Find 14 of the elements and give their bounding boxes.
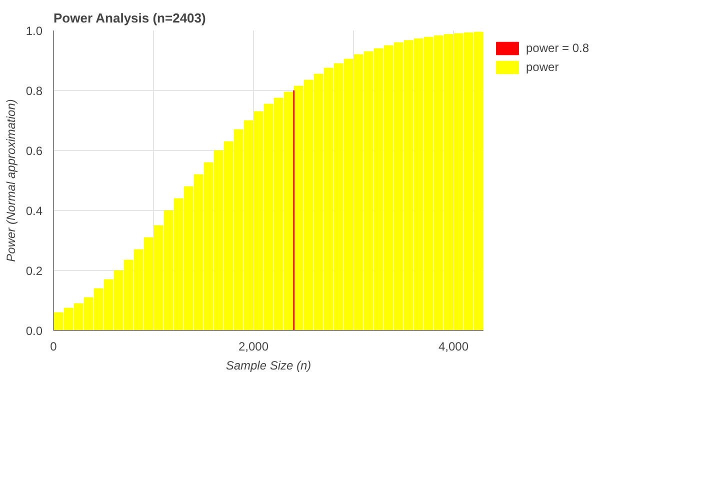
y-tick-label: 0.4 xyxy=(26,204,43,218)
y-tick-label: 1.0 xyxy=(26,24,43,38)
legend-label: power xyxy=(526,60,559,74)
y-tick-label: 0.0 xyxy=(26,324,43,338)
y-tick-label: 0.6 xyxy=(26,144,43,158)
y-axis-title: Power (Normal approximation) xyxy=(4,99,18,262)
x-tick-label: 0 xyxy=(50,340,58,354)
x-tick-label: 2,000 xyxy=(238,340,269,354)
legend-label: power = 0.8 xyxy=(526,41,590,55)
x-tick-label: 4,000 xyxy=(438,340,469,354)
chart-title: Power Analysis (n=2403) xyxy=(54,10,206,26)
x-axis-title: Sample Size (n) xyxy=(226,358,312,372)
y-tick-label: 0.8 xyxy=(26,84,43,98)
y-tick-label: 0.2 xyxy=(26,264,43,278)
